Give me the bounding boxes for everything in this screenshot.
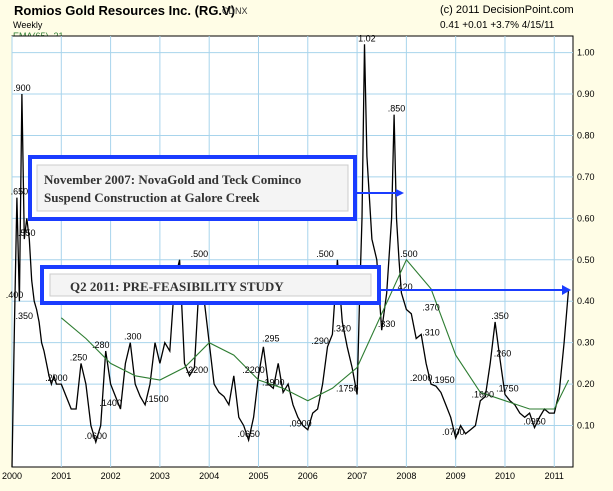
chart-title: Romios Gold Resources Inc. (RG.V) (14, 3, 236, 18)
data-label: .0650 (237, 429, 260, 439)
data-label: .310 (422, 328, 440, 338)
x-tick-label: 2011 (545, 471, 564, 481)
y-tick-label: 0.10 (577, 421, 595, 431)
price-stats: 0.41 +0.01 +3.7% 4/15/11 (440, 20, 555, 31)
exchange-label: CDNX (222, 6, 248, 16)
x-tick-label: 2009 (446, 471, 466, 481)
data-label: .260 (494, 348, 512, 358)
period-label: Weekly (13, 20, 43, 30)
y-tick-label: 0.50 (577, 255, 595, 265)
y-tick-label: 0.40 (577, 296, 595, 306)
data-label: .1750 (496, 383, 519, 393)
data-label: .290 (311, 336, 329, 346)
data-label: .250 (70, 352, 88, 362)
annotation-line-1: November 2007: NovaGold and Teck Cominco (44, 172, 301, 187)
x-tick-label: 2006 (298, 471, 318, 481)
annotation-arrows (355, 189, 571, 295)
data-label: .370 (422, 303, 440, 313)
data-label: .420 (395, 282, 413, 292)
y-tick-label: 0.80 (577, 130, 595, 140)
data-label: .500 (400, 249, 418, 259)
data-label: .350 (16, 311, 34, 321)
annotation-box-q2-2011: Q2 2011: PRE-FEASIBILITY STUDY (40, 265, 381, 305)
data-label: .2000 (410, 373, 433, 383)
data-label: .850 (388, 104, 406, 114)
data-label: .1500 (146, 394, 169, 404)
data-label: .1400 (99, 398, 122, 408)
annotation-line-2: Suspend Construction at Galore Creek (44, 190, 260, 205)
data-label: .1950 (432, 375, 455, 385)
x-tick-label: 2004 (199, 471, 219, 481)
data-label: .0700 (442, 427, 465, 437)
y-tick-label: 0.20 (577, 379, 595, 389)
y-axis: 0.10 0.20 0.30 0.40 0.50 0.60 0.70 0.80 0.90 1.00 (577, 48, 595, 431)
x-tick-label: 2005 (248, 471, 268, 481)
arrow-head-q2-2011 (562, 285, 571, 295)
x-axis: 2000 2001 2002 2003 2004 2005 2006 2007 2008 2009… (2, 471, 564, 481)
ema-series-line (60, 258, 570, 410)
data-label-layer: .400 .650 .900 .550 .350 .2000 .250 .280 .300 .14… (6, 33, 546, 441)
data-label: .0950 (523, 417, 546, 427)
data-label: .1750 (336, 383, 359, 393)
data-label: .320 (334, 323, 352, 333)
data-label: .0600 (85, 431, 108, 441)
price-series-line (11, 44, 570, 468)
plot-area (11, 35, 574, 468)
x-tick-label: 2000 (2, 471, 22, 481)
data-label: .330 (378, 319, 396, 329)
y-tick-label: 0.30 (577, 338, 595, 348)
data-label: .300 (124, 332, 142, 342)
data-label: .2000 (45, 373, 68, 383)
data-label: 1.02 (358, 33, 376, 43)
data-label: .295 (262, 334, 280, 344)
data-label: .900 (13, 83, 31, 93)
arrow-head-nov-2007 (396, 189, 404, 197)
x-tick-label: 2007 (347, 471, 367, 481)
data-label: .650 (11, 187, 29, 197)
data-label: .1600 (472, 390, 495, 400)
series-layer (11, 44, 570, 468)
y-tick-label: 1.00 (577, 48, 595, 58)
data-label: .0900 (289, 419, 312, 429)
data-label: .400 (6, 290, 24, 300)
data-label: .1900 (262, 377, 285, 387)
x-tick-label: 2008 (396, 471, 416, 481)
x-tick-label: 2003 (150, 471, 170, 481)
data-label: .500 (316, 249, 334, 259)
data-label: .2200 (242, 365, 265, 375)
data-label: .550 (18, 228, 36, 238)
data-label: .2200 (186, 365, 209, 375)
y-tick-label: 0.90 (577, 89, 595, 99)
copyright-text: (c) 2011 DecisionPoint.com (440, 4, 574, 16)
x-tick-label: 2001 (51, 471, 71, 481)
data-label: .350 (491, 311, 509, 321)
x-tick-label: 2002 (101, 471, 121, 481)
data-label: .280 (92, 340, 110, 350)
y-tick-label: 0.60 (577, 213, 595, 223)
annotation-line-3: Q2 2011: PRE-FEASIBILITY STUDY (70, 279, 284, 294)
data-label: .500 (191, 249, 209, 259)
annotation-box-nov-2007: November 2007: NovaGold and Teck Cominco… (28, 155, 357, 221)
x-tick-label: 2010 (495, 471, 515, 481)
y-tick-label: 0.70 (577, 172, 595, 182)
